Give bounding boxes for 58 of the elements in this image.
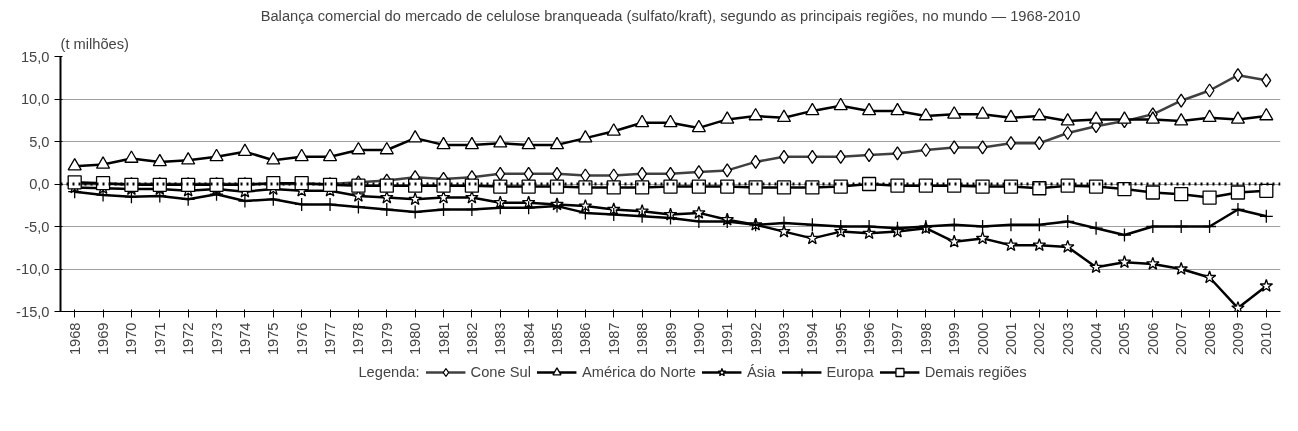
y-tick-label: 15,0	[20, 48, 50, 65]
x-tick-label: 1998	[917, 322, 934, 356]
x-tick-label: 1976	[293, 322, 310, 356]
x-tick-label: 1999	[946, 322, 963, 356]
x-tick-label: 1997	[889, 322, 906, 356]
chart-title: Balança comercial do mercado de celulose branqueada (sulfato/kraft), segundo as principais regiões, no mundo — 1968-2010	[260, 7, 1081, 24]
x-tick-label: 1975	[265, 322, 282, 356]
x-tick-label: 1968	[66, 322, 83, 356]
x-tick-label: 1990	[690, 322, 707, 356]
x-tick-label: 2007	[1173, 322, 1190, 356]
legend-label: Cone Sul	[470, 364, 531, 380]
x-tick-label: 1985	[549, 322, 566, 356]
y-tick-label: 10,0	[20, 91, 50, 107]
y-tick-label: 0,0	[29, 176, 50, 192]
legend-label: Ásia	[746, 364, 776, 380]
x-tick-label: 1986	[577, 322, 594, 356]
x-tick-label: 1996	[861, 322, 878, 356]
x-tick-label: 1973	[208, 322, 225, 356]
x-tick-label: 2001	[1002, 322, 1019, 356]
legend-title: Legenda:	[358, 364, 420, 380]
x-tick-label: 2006	[1144, 322, 1161, 356]
x-tick-label: 2005	[1116, 322, 1133, 356]
x-tick-label: 1994	[804, 322, 821, 356]
x-tick-label: 2009	[1229, 322, 1246, 356]
legend-label: Demais regiões	[924, 364, 1027, 380]
x-tick-label: 1970	[123, 322, 140, 356]
x-tick-label: 2010	[1258, 322, 1275, 356]
y-tick-label: -5,0	[24, 218, 50, 235]
x-tick-label: 1987	[605, 322, 622, 356]
x-tick-label: 1980	[407, 322, 424, 356]
x-tick-label: 1971	[151, 322, 168, 356]
x-tick-label: 1969	[95, 322, 112, 356]
legend-label: Europa	[826, 364, 874, 380]
y-tick-label: -10,0	[16, 261, 50, 277]
x-tick-label: 1979	[378, 322, 395, 356]
x-tick-label: 1989	[662, 322, 679, 356]
x-tick-label: 1977	[322, 322, 339, 356]
x-tick-label: 1995	[832, 322, 849, 356]
y-tick-label: 5,0	[29, 133, 50, 150]
x-tick-label: 1993	[775, 322, 792, 356]
legend-label: América do Norte	[581, 364, 696, 380]
x-tick-label: 1992	[747, 322, 764, 356]
x-tick-label: 1983	[492, 322, 509, 356]
y-axis-title: (t milhões)	[60, 35, 129, 52]
x-tick-label: 1981	[435, 322, 452, 356]
x-tick-label: 2008	[1201, 322, 1218, 356]
x-tick-label: 2002	[1031, 322, 1048, 356]
x-tick-label: 2000	[974, 322, 991, 356]
x-tick-label: 1991	[719, 322, 736, 356]
x-tick-label: 1988	[634, 322, 651, 356]
x-tick-label: 2004	[1088, 322, 1105, 356]
x-tick-label: 2003	[1059, 322, 1076, 356]
x-tick-label: 1984	[520, 322, 537, 356]
x-tick-label: 1972	[180, 322, 197, 356]
x-tick-label: 1974	[236, 322, 253, 356]
x-tick-label: 1978	[350, 322, 367, 356]
y-tick-label: -15,0	[16, 303, 50, 320]
x-tick-label: 1982	[463, 322, 480, 356]
